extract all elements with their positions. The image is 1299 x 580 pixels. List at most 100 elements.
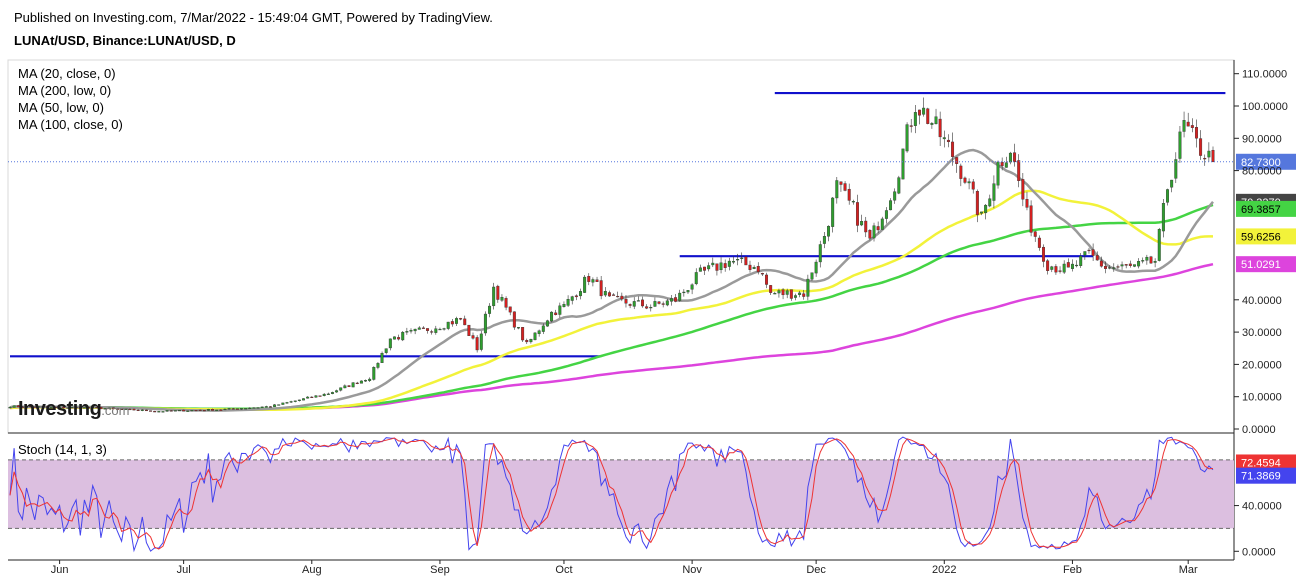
candle-down — [128, 408, 132, 411]
candle-down — [909, 125, 913, 127]
candle-up — [376, 363, 380, 368]
candle-down — [624, 299, 628, 304]
candle-up — [707, 265, 711, 270]
candle-down — [20, 406, 24, 408]
candle-up — [206, 409, 210, 411]
candle-down — [1199, 138, 1203, 156]
candle-up — [434, 328, 438, 333]
candle-down — [504, 298, 508, 308]
time-axis-label: Dec — [806, 564, 826, 576]
candle-up — [351, 382, 355, 388]
indicator-ma100-label[interactable]: MA (100, close, 0) — [18, 117, 123, 132]
candle-up — [529, 338, 533, 343]
candle-up — [980, 211, 983, 214]
price-axis-label: 100.0000 — [1242, 101, 1288, 113]
candle-down — [620, 295, 624, 300]
candle-up — [285, 402, 289, 404]
candle-down — [1021, 179, 1025, 200]
candle-down — [33, 406, 37, 408]
candle-up — [454, 318, 458, 324]
candle-down — [149, 410, 153, 412]
candle-up — [264, 406, 268, 408]
candle-up — [165, 410, 169, 412]
candle-down — [1087, 249, 1091, 252]
candle-up — [1207, 150, 1211, 158]
candle-down — [715, 263, 719, 271]
candle-up — [930, 123, 934, 125]
candle-up — [215, 409, 219, 411]
candle-down — [963, 177, 967, 183]
candle-down — [182, 409, 186, 412]
candle-up — [248, 407, 252, 409]
candle-down — [748, 264, 752, 270]
time-axis-label: 2022 — [932, 564, 956, 576]
candle-up — [550, 311, 554, 322]
candle-down — [769, 285, 773, 293]
candle-up — [537, 330, 541, 334]
candle-up — [773, 293, 777, 295]
candle-up — [884, 210, 888, 219]
candle-up — [678, 292, 682, 301]
candle-up — [405, 331, 409, 333]
candle-down — [756, 266, 760, 273]
candle-up — [314, 395, 318, 398]
candle-up — [579, 291, 582, 297]
time-axis-label: Nov — [682, 564, 702, 576]
candle-up — [562, 304, 566, 307]
ma100-value-label: 69.3857 — [1241, 204, 1281, 216]
candle-down — [1046, 260, 1050, 271]
candle-up — [326, 393, 330, 395]
candle-down — [1029, 205, 1033, 233]
candle-down — [62, 406, 66, 409]
candle-up — [1079, 256, 1083, 266]
candle-up — [835, 180, 839, 199]
ma20-line — [9, 148, 1214, 412]
candle-up — [822, 236, 826, 244]
candle-down — [959, 165, 963, 179]
candle-up — [517, 327, 520, 329]
candle-down — [1033, 231, 1037, 237]
candle-down — [475, 337, 479, 351]
candle-up — [727, 260, 731, 267]
stoch-k-value-label-bg — [1236, 467, 1296, 484]
candle-down — [926, 108, 930, 124]
candle-up — [409, 329, 413, 332]
candle-up — [905, 124, 909, 152]
candle-up — [818, 244, 822, 263]
candle-up — [897, 177, 901, 194]
candle-down — [426, 328, 430, 331]
indicator-ma20-label[interactable]: MA (20, close, 0) — [18, 66, 116, 81]
candle-down — [120, 408, 124, 411]
candle-up — [359, 380, 363, 384]
candle-up — [293, 400, 297, 402]
candle-up — [731, 260, 735, 263]
candle-up — [107, 407, 111, 409]
candle-down — [496, 285, 500, 300]
candle-up — [70, 406, 74, 409]
candle-up — [1153, 261, 1157, 263]
candle-up — [570, 296, 574, 301]
candle-up — [545, 320, 549, 327]
candle-up — [1004, 162, 1008, 168]
candle-down — [938, 118, 942, 138]
time-axis-label: Aug — [302, 564, 322, 576]
indicator-ma50-label[interactable]: MA (50, low, 0) — [18, 100, 104, 115]
price-axis-label: 80.0000 — [1242, 166, 1282, 178]
candle-down — [231, 408, 235, 410]
indicator-ma200-label[interactable]: MA (200, low, 0) — [18, 83, 112, 98]
stoch-indicator-label[interactable]: Stoch (14, 1, 3) — [18, 442, 107, 457]
candle-down — [847, 188, 851, 201]
candle-down — [918, 109, 921, 116]
candle-up — [37, 406, 41, 408]
candle-down — [310, 396, 314, 398]
candle-down — [132, 408, 136, 411]
candle-up — [636, 300, 640, 302]
candle-down — [781, 289, 785, 296]
stoch-k-value-label: 71.3869 — [1241, 471, 1281, 483]
candle-down — [219, 409, 223, 411]
candle-down — [471, 335, 475, 339]
candle-up — [913, 112, 917, 126]
candle-down — [587, 276, 591, 282]
candle-down — [628, 304, 632, 306]
